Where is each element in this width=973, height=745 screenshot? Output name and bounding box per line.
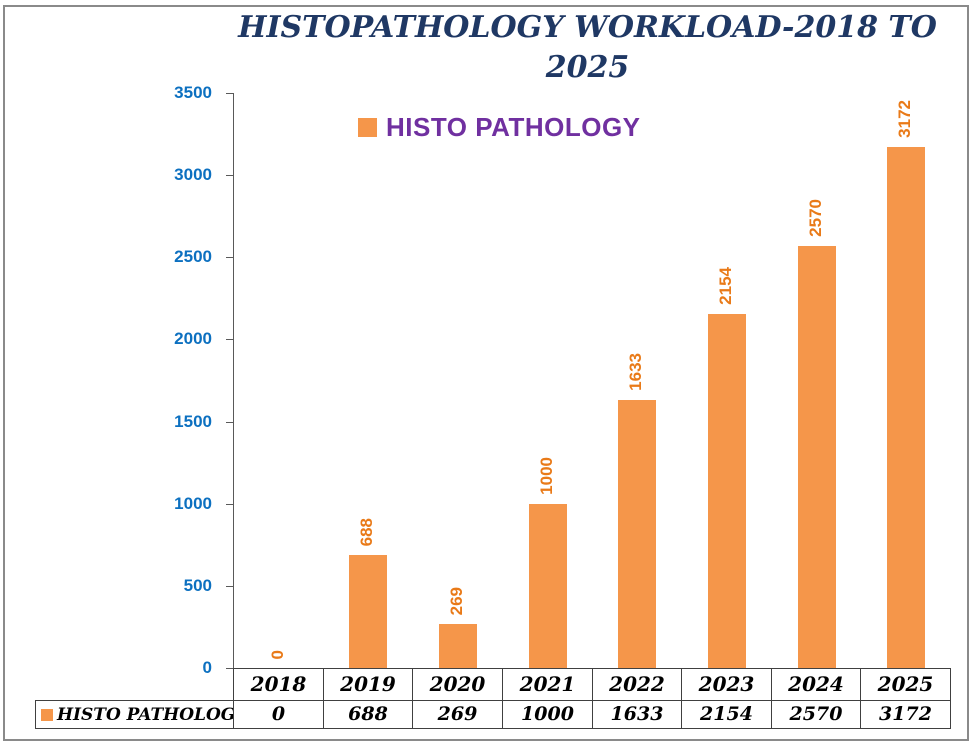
y-axis-tick-label: 1500 <box>174 411 212 431</box>
bar-2024 <box>798 246 836 668</box>
bar-2020 <box>439 624 477 668</box>
table-value-cell: 269 <box>412 700 503 729</box>
bar-data-label: 0 <box>268 649 287 659</box>
bar-data-label: 2570 <box>806 199 825 237</box>
table-value-cell: 3172 <box>860 700 951 729</box>
plot-area: 0 688 269 1000 1633 2154 2570 3172 <box>234 93 951 668</box>
table-value-cell: 0 <box>233 700 324 729</box>
bar-2023 <box>708 314 746 668</box>
table-year-cell: 2024 <box>771 668 861 701</box>
table-year-cell: 2018 <box>233 668 324 701</box>
legend: HISTO PATHOLOGY <box>358 112 641 143</box>
table-year-cell: 2022 <box>592 668 682 701</box>
table-year-cell: 2020 <box>412 668 503 701</box>
legend-label: HISTO PATHOLOGY <box>386 112 641 142</box>
bar-data-label: 688 <box>357 517 376 546</box>
table-value-cell: 688 <box>323 700 413 729</box>
table-year-cell: 2019 <box>323 668 413 701</box>
bar-data-label: 1000 <box>537 457 556 495</box>
table-series-label: HISTO PATHOLOGY <box>57 704 248 725</box>
table-value-cell: 1000 <box>502 700 593 729</box>
table-value-cell: 2570 <box>771 700 861 729</box>
y-axis-tick-mark <box>226 93 233 94</box>
bar-data-label: 1633 <box>626 353 645 391</box>
y-axis-tick-label: 3000 <box>174 165 212 185</box>
y-axis-tick-mark <box>226 585 233 587</box>
data-table-series-label-cell: HISTO PATHOLOGY <box>35 700 247 729</box>
y-axis-tick-label: 3500 <box>174 83 212 102</box>
table-value-cell: 2154 <box>681 700 772 729</box>
chart-title: HISTOPATHOLOGY WORKLOAD-2018 TO 2025 <box>225 8 950 88</box>
y-axis-tick-mark <box>226 503 233 505</box>
table-year-cell: 2023 <box>681 668 772 701</box>
table-year-cell: 2021 <box>502 668 593 701</box>
bar-data-label: 3172 <box>895 100 914 138</box>
y-axis-tick-label: 0 <box>202 658 212 677</box>
y-axis-tick-mark <box>226 421 233 423</box>
bar-2025 <box>887 147 925 668</box>
y-axis-tick-label: 2000 <box>174 329 212 349</box>
y-axis-tick-label: 2500 <box>174 247 212 267</box>
y-axis-tick-mark <box>226 175 233 177</box>
table-legend-key-icon <box>41 708 53 721</box>
chart-title-line2: 2025 <box>545 50 630 85</box>
y-axis-tick-label: 1000 <box>174 493 212 513</box>
legend-marker-icon <box>358 118 377 137</box>
y-axis-line <box>233 93 234 668</box>
bar-2021 <box>529 504 567 668</box>
y-axis-tick-mark <box>226 257 233 259</box>
bar-data-label: 2154 <box>716 267 735 305</box>
chart-title-line1: HISTOPATHOLOGY WORKLOAD-2018 TO <box>238 10 937 45</box>
y-axis-tick-label: 500 <box>183 575 212 595</box>
table-year-cell: 2025 <box>860 668 951 701</box>
bar-data-label: 269 <box>447 586 466 615</box>
y-axis-tick-mark <box>226 339 233 341</box>
table-value-cell: 1633 <box>592 700 682 729</box>
bar-2019 <box>349 555 387 668</box>
bar-2022 <box>618 400 656 668</box>
y-axis-tick-mark <box>226 668 233 669</box>
